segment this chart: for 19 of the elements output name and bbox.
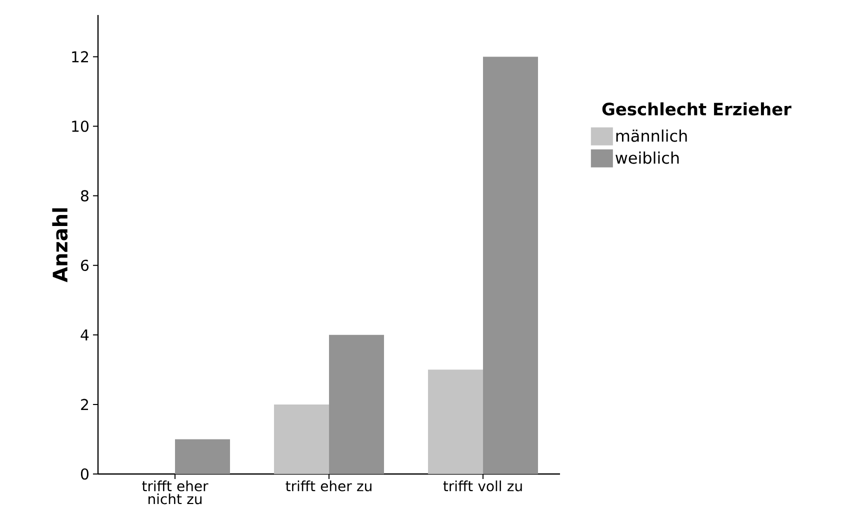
bar [329,334,384,474]
y-tick-label: 4 [80,329,89,340]
bar [274,404,330,474]
y-tick-label: 10 [72,120,88,132]
bar [483,56,538,474]
x-tick-label: trifft eher nicht zu [142,480,208,504]
legend-title: Geschlecht Erzieher [602,102,792,116]
y-tick-label: 2 [81,398,88,410]
y-tick-label: 12 [72,51,88,62]
legend-label: männlich [616,130,687,142]
legend-label: weiblich [616,152,679,164]
y-tick-label: 8 [80,190,88,202]
bar [175,439,230,474]
x-tick-label: trifft eher zu [286,480,372,492]
y-tick-label: 0 [80,468,88,480]
bar [428,370,484,474]
y-tick-label: 6 [81,260,89,272]
x-tick-label: trifft voll zu [443,480,522,492]
y-axis-title: Anzahl [52,208,68,282]
